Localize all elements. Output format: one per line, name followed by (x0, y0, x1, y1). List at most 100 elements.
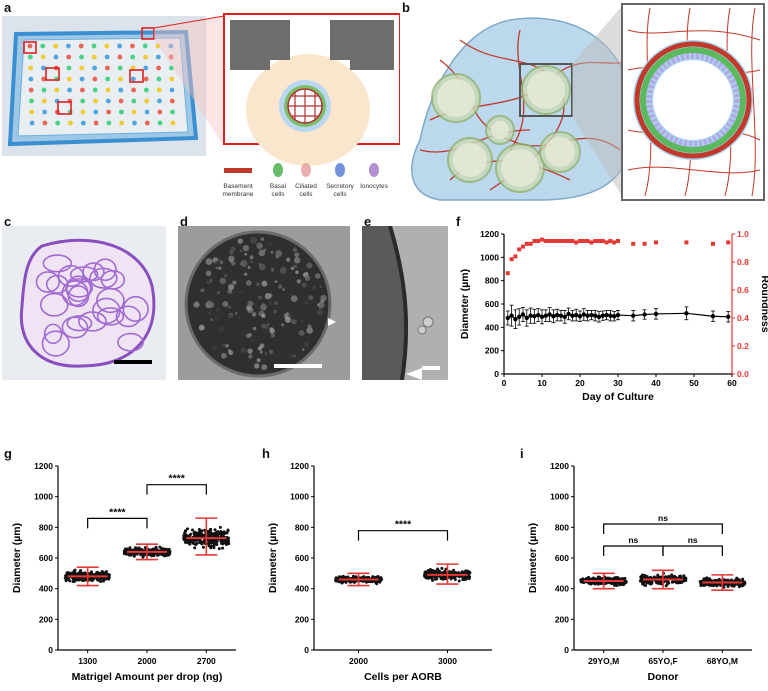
texture-speck (300, 319, 304, 323)
data-point (152, 554, 156, 558)
y-tick-label: 1000 (290, 492, 309, 502)
texture-speck (245, 280, 252, 286)
roundness-point (585, 239, 590, 243)
data-point (212, 540, 216, 544)
diameter-point (539, 314, 545, 320)
data-point (646, 579, 650, 583)
roundness-point (536, 239, 541, 243)
roundness-point (578, 239, 582, 243)
diameter-point (551, 314, 556, 319)
roundness-point (570, 239, 575, 243)
y-tick-label: 400 (295, 584, 309, 594)
data-point (183, 529, 187, 533)
data-point (682, 578, 686, 582)
y-tick-label: 1200 (550, 461, 569, 471)
diameter-point (509, 313, 514, 318)
plate-well (118, 76, 123, 82)
x-tick-label: 10 (537, 378, 547, 388)
data-point (443, 576, 447, 580)
texture-speck (251, 312, 257, 317)
plate-well (92, 76, 98, 82)
x-tick-label: 40 (651, 378, 661, 388)
data-point (334, 576, 338, 580)
panel-label-h: h (262, 446, 270, 461)
scale-bar-e (422, 366, 440, 370)
texture-speck (289, 354, 294, 359)
plate-well (157, 109, 163, 115)
diameter-point (653, 311, 659, 317)
data-point (436, 567, 440, 571)
roundness-point (631, 241, 636, 246)
data-point (104, 577, 108, 581)
data-point (201, 534, 205, 538)
section-cell (67, 285, 90, 308)
roundness-point (505, 271, 510, 276)
plate-well (168, 54, 174, 60)
texture-speck (261, 364, 268, 371)
texture-speck (270, 267, 275, 272)
plate-well (27, 43, 33, 49)
data-point (98, 577, 102, 581)
x-tick-label: 2000 (138, 656, 157, 666)
texture-speck (317, 303, 320, 306)
plate-well (105, 98, 111, 104)
plate-well (55, 120, 61, 126)
y-tick-label: 400 (485, 322, 499, 332)
texture-speck (207, 311, 212, 316)
diameter-point (574, 312, 579, 318)
panel-label-e: e (364, 214, 372, 229)
organoid-lumen (527, 71, 565, 109)
data-point (203, 538, 207, 542)
data-point (365, 576, 369, 580)
y-tick-label: 1000 (480, 252, 499, 262)
roundness-point (517, 247, 522, 252)
data-point (89, 570, 93, 574)
data-point (641, 579, 645, 583)
texture-speck (205, 270, 212, 277)
section-cell (89, 267, 118, 289)
roundness-point (559, 239, 563, 243)
organoids-in-dome (431, 65, 581, 193)
texture-speck (282, 288, 286, 291)
plate-well (40, 43, 46, 49)
plate-well (168, 43, 174, 49)
data-point (193, 530, 197, 534)
y-tick-label: 0 (304, 645, 309, 655)
data-point (200, 529, 204, 533)
plate-well (67, 87, 72, 93)
texture-speck (250, 236, 258, 244)
texture-speck (244, 252, 248, 256)
data-point (428, 567, 432, 571)
data-point (423, 572, 427, 576)
plate-well (78, 43, 84, 49)
texture-speck (257, 346, 262, 351)
significance-label: **** (109, 506, 126, 518)
texture-speck (248, 354, 253, 359)
texture-speck (270, 333, 275, 338)
data-point (142, 553, 146, 557)
plate-well (28, 65, 33, 71)
data-point (707, 577, 711, 581)
legend-label: Secretory (326, 183, 355, 190)
x-tick-label: 50 (689, 378, 699, 388)
texture-speck (290, 295, 298, 302)
diameter-point (585, 313, 590, 318)
texture-speck (307, 324, 312, 329)
plate-well (93, 98, 98, 104)
texture-speck (304, 300, 309, 305)
data-point (182, 534, 186, 538)
roundness-point (547, 239, 552, 243)
plate-well (169, 65, 174, 71)
texture-speck (279, 266, 287, 274)
panel-d-brightfield (178, 226, 350, 380)
y-tick-label: 600 (295, 553, 309, 563)
texture-speck (273, 309, 277, 314)
data-point (212, 546, 216, 550)
section-cell (39, 292, 69, 317)
arrowhead-e (406, 368, 422, 380)
panel-e-brightfield-zoom (362, 226, 448, 380)
data-point (195, 538, 199, 542)
diameter-point (520, 312, 526, 317)
texture-speck (314, 273, 321, 279)
data-point (107, 577, 111, 581)
